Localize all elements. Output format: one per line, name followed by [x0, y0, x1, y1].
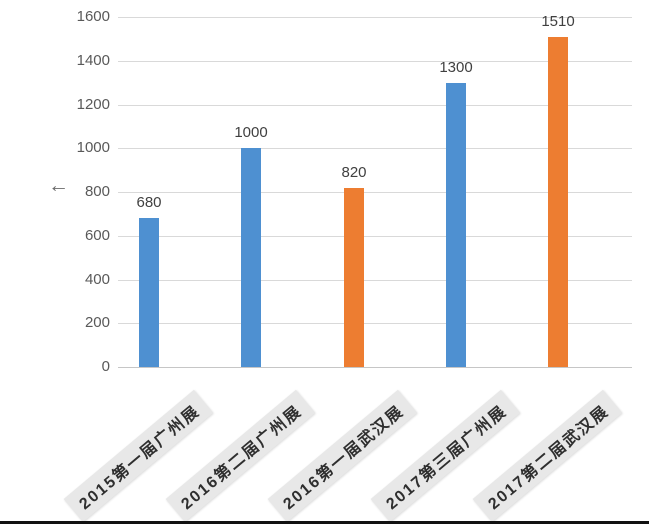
y-tick-label: 1600 [76, 8, 110, 25]
bar-value-label: 1000 [234, 124, 268, 141]
y-tick-label: 200 [84, 314, 110, 331]
gridline-200 [118, 323, 632, 324]
gridline-1200 [118, 105, 632, 106]
bottom-divider [0, 521, 649, 524]
bar-value-label: 1510 [541, 13, 575, 30]
bar-0 [139, 218, 159, 367]
y-tick-label: 1400 [76, 52, 110, 69]
gridline-1600 [118, 17, 632, 18]
y-tick-label: 1000 [76, 139, 110, 156]
bar-value-label: 1300 [439, 59, 473, 76]
bar-2 [344, 188, 364, 367]
gridline-1400 [118, 61, 632, 62]
gridline-0 [118, 367, 632, 368]
gridline-400 [118, 280, 632, 281]
y-tick-label: 400 [84, 271, 110, 288]
bar-value-label: 820 [341, 164, 367, 181]
bar-value-label: 680 [136, 194, 162, 211]
y-tick-label: 600 [84, 227, 110, 244]
bar-4 [548, 37, 568, 367]
left-arrow-icon: ← [48, 174, 69, 197]
gridline-1000 [118, 148, 632, 149]
gridline-800 [118, 192, 632, 193]
gridline-600 [118, 236, 632, 237]
y-tick-label: 800 [84, 183, 110, 200]
y-tick-label: 1200 [76, 96, 110, 113]
bar-3 [446, 83, 466, 367]
bar-1 [241, 148, 261, 367]
y-tick-label: 0 [101, 358, 110, 375]
